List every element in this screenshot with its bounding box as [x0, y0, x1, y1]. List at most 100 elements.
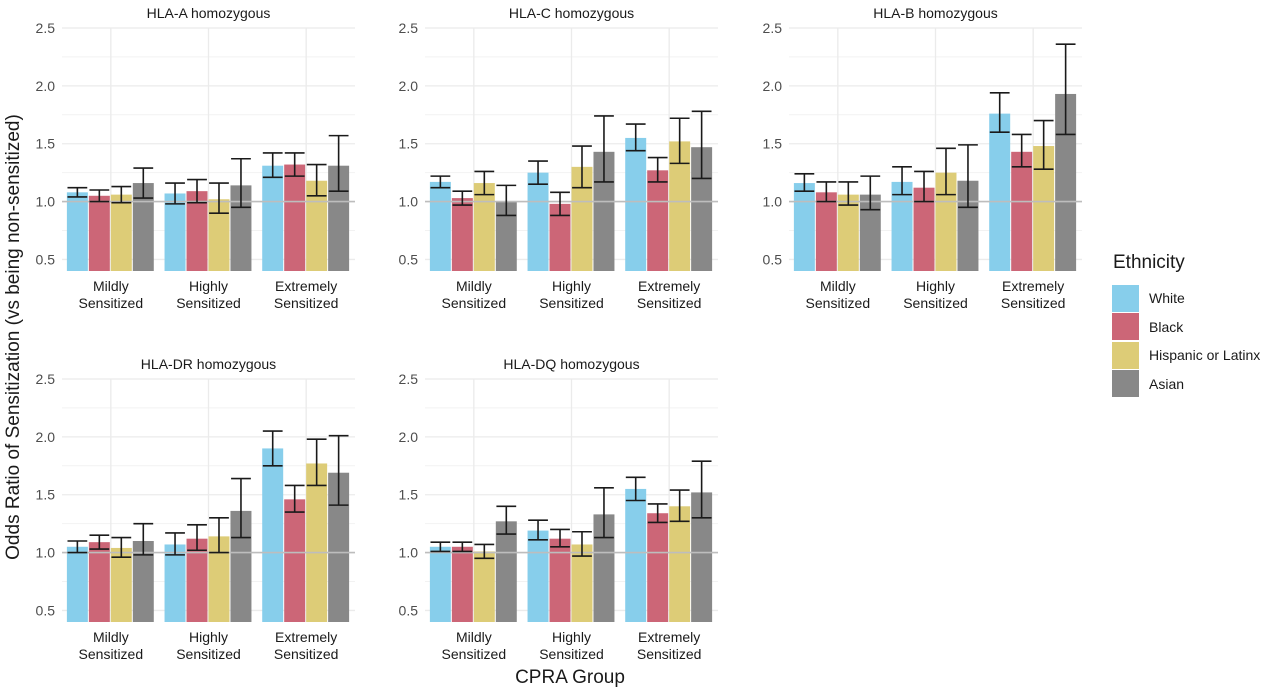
bar-hispanic-or-latinx	[110, 547, 132, 622]
bar-white	[989, 113, 1011, 271]
error-bar	[936, 147, 956, 196]
error-bar	[165, 532, 185, 556]
error-bar	[67, 186, 88, 198]
x-tick-label: Extremely	[638, 629, 700, 645]
y-tick-label: 1.0	[763, 194, 783, 210]
x-tick-label: Extremely	[638, 278, 700, 294]
error-bar	[452, 541, 473, 553]
x-tick-label: Mildly	[93, 629, 129, 645]
y-tick-label: 2.5	[399, 20, 419, 36]
y-tick-label: 0.5	[399, 602, 419, 618]
bar-hispanic-or-latinx	[669, 506, 691, 622]
legend-item-black: Black	[1112, 313, 1280, 342]
legend: Ethnicity White Black Hispanic or Latinx As…	[1112, 252, 1280, 398]
x-tick-label: Sensitized	[274, 646, 339, 662]
chart-panels: HLA-A homozygous0.51.01.52.02.5MildlySen…	[36, 5, 1082, 662]
error-bar	[187, 178, 207, 204]
error-bar	[209, 182, 229, 214]
bar-hispanic-or-latinx	[669, 141, 691, 271]
x-tick-label: Mildly	[820, 278, 856, 294]
x-tick-label: Sensitized	[79, 295, 144, 311]
y-tick-label: 1.5	[399, 487, 419, 503]
bar-black	[88, 542, 110, 622]
y-tick-label: 2.0	[763, 78, 783, 94]
bar-asian	[859, 194, 881, 271]
bar-white	[262, 448, 284, 622]
bar-asian	[495, 201, 517, 271]
y-axis-label: Odds Ratio of Sensitization (vs being no…	[3, 114, 24, 560]
bar-black	[284, 164, 306, 271]
x-tick-label: Extremely	[275, 278, 337, 294]
y-tick-label: 2.0	[36, 429, 56, 445]
y-tick-label: 2.0	[399, 78, 419, 94]
x-tick-label: Sensitized	[442, 295, 507, 311]
x-axis-label: CPRA Group	[515, 667, 625, 688]
y-tick-label: 0.5	[399, 251, 419, 267]
y-tick-label: 1.5	[36, 136, 56, 152]
error-bar	[133, 522, 154, 556]
panel-hla-a-homozygous: HLA-A homozygous0.51.01.52.02.5MildlySen…	[36, 5, 355, 311]
legend-swatch	[1112, 313, 1139, 341]
bar-hispanic-or-latinx	[1033, 146, 1055, 271]
y-tick-label: 2.5	[399, 371, 419, 387]
error-bar	[187, 523, 207, 552]
panel-title: HLA-B homozygous	[873, 5, 998, 21]
legend-label: White	[1149, 290, 1185, 307]
x-tick-label: Highly	[189, 629, 228, 645]
error-bar	[625, 476, 646, 502]
error-bar	[691, 460, 712, 519]
y-tick-label: 1.0	[36, 545, 56, 561]
error-bar	[67, 540, 88, 554]
bar-white	[793, 183, 815, 271]
y-tick-label: 0.5	[763, 251, 783, 267]
x-tick-label: Sensitized	[539, 295, 604, 311]
x-tick-label: Mildly	[456, 278, 492, 294]
panel-hla-c-homozygous: HLA-C homozygous0.51.01.52.02.5MildlySen…	[399, 5, 718, 311]
error-bar	[111, 185, 132, 204]
bar-hispanic-or-latinx	[837, 194, 859, 271]
bar-asian	[328, 165, 350, 271]
legend-title: Ethnicity	[1113, 252, 1185, 273]
bar-black	[647, 170, 669, 271]
x-tick-label: Sensitized	[176, 295, 241, 311]
error-bar	[1055, 43, 1076, 136]
error-bar	[1011, 133, 1032, 168]
panel-hla-b-homozygous: HLA-B homozygous0.51.01.52.02.5MildlySen…	[763, 5, 1082, 311]
bar-black	[549, 203, 571, 271]
error-bar	[430, 541, 451, 553]
error-bar	[496, 184, 517, 217]
panel-title: HLA-C homozygous	[509, 5, 634, 21]
y-tick-label: 2.0	[36, 78, 56, 94]
bar-white	[429, 546, 451, 622]
error-bar	[306, 163, 327, 197]
x-tick-label: Highly	[552, 278, 591, 294]
error-bar	[550, 528, 570, 548]
error-bar	[594, 486, 614, 539]
bar-white	[164, 544, 186, 622]
bar-white	[625, 137, 647, 271]
legend-item-white: White	[1112, 284, 1280, 313]
error-bar	[89, 534, 110, 550]
panel-title: HLA-DR homozygous	[141, 356, 276, 372]
error-bar	[860, 175, 881, 211]
bar-white	[66, 192, 88, 271]
panel-title: HLA-A homozygous	[147, 5, 271, 21]
error-bar	[231, 477, 251, 539]
bar-black	[1011, 151, 1033, 271]
bar-hispanic-or-latinx	[571, 166, 593, 271]
y-tick-label: 2.5	[763, 20, 783, 36]
y-tick-label: 1.5	[36, 487, 56, 503]
bar-white	[164, 193, 186, 271]
error-bar	[572, 145, 592, 189]
error-bar	[284, 152, 305, 177]
bar-white	[262, 165, 284, 271]
bar-asian	[132, 541, 154, 622]
error-bar	[669, 489, 690, 523]
error-bar	[474, 543, 495, 560]
x-tick-label: Sensitized	[637, 295, 702, 311]
x-tick-label: Sensitized	[176, 646, 241, 662]
error-bar	[528, 519, 548, 541]
y-tick-label: 1.0	[399, 545, 419, 561]
bar-white	[625, 488, 647, 622]
